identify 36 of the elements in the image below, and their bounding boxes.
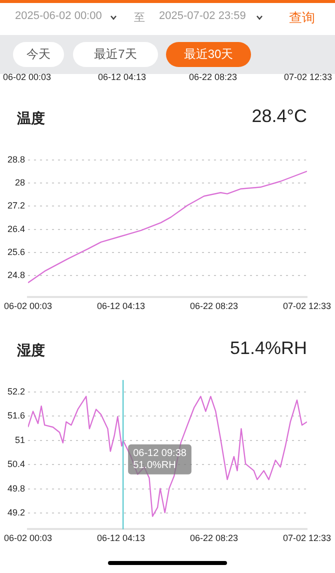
chart-subtitle: 51.4%RH	[230, 338, 307, 359]
y-tick-label: 50.4	[7, 459, 26, 470]
x-tick-label: 06-02 00:03	[4, 301, 52, 312]
x-tick-label: 06-12 04:13	[96, 533, 146, 544]
y-tick-label: 27.2	[7, 200, 26, 211]
x-tick-label: 07-02 12:33	[282, 301, 332, 312]
y-tick-label: 25.6	[7, 246, 26, 257]
text: 今天	[13, 42, 64, 67]
chart-title: 湿度	[17, 342, 45, 360]
text: 2025-07-02 23:59	[159, 10, 246, 22]
x-tick-label: 06-22 08:23	[190, 301, 238, 312]
annotation: 06-12 09:38 51.0%RH	[133, 448, 187, 472]
text: 07-02 12:33	[282, 72, 334, 82]
y-tick-label: 51.6	[7, 410, 26, 421]
x-tick-label: 06-12 04:13	[96, 301, 146, 312]
text: 最近30天	[166, 42, 251, 67]
text: 06-02 00:03	[2, 72, 52, 82]
text: 06-22 08:23	[188, 72, 238, 82]
text: 最近7天	[73, 42, 158, 67]
y-tick-label: 26.4	[7, 224, 26, 234]
y-tick-label: 28	[15, 178, 26, 188]
x-tick-label: 06-22 08:23	[190, 533, 238, 544]
y-tick-label: 51	[15, 434, 26, 445]
y-tick-label: 28.8	[7, 154, 26, 164]
y-tick-label: 49.2	[7, 508, 26, 518]
x-tick-label: 07-02 12:33	[282, 533, 332, 544]
text: 2025-06-02 00:00	[15, 10, 102, 22]
y-tick-label: 49.8	[7, 483, 26, 494]
text: 查询	[289, 9, 315, 27]
text: 至	[134, 11, 145, 25]
text: 06-12 04:13	[96, 72, 148, 82]
y-tick-label: 24.8	[7, 270, 26, 280]
chart-subtitle: 28.4°C	[252, 106, 307, 127]
x-tick-label: 06-02 00:03	[4, 533, 52, 544]
chart-title: 温度	[17, 110, 45, 128]
y-tick-label: 52.2	[7, 386, 26, 396]
